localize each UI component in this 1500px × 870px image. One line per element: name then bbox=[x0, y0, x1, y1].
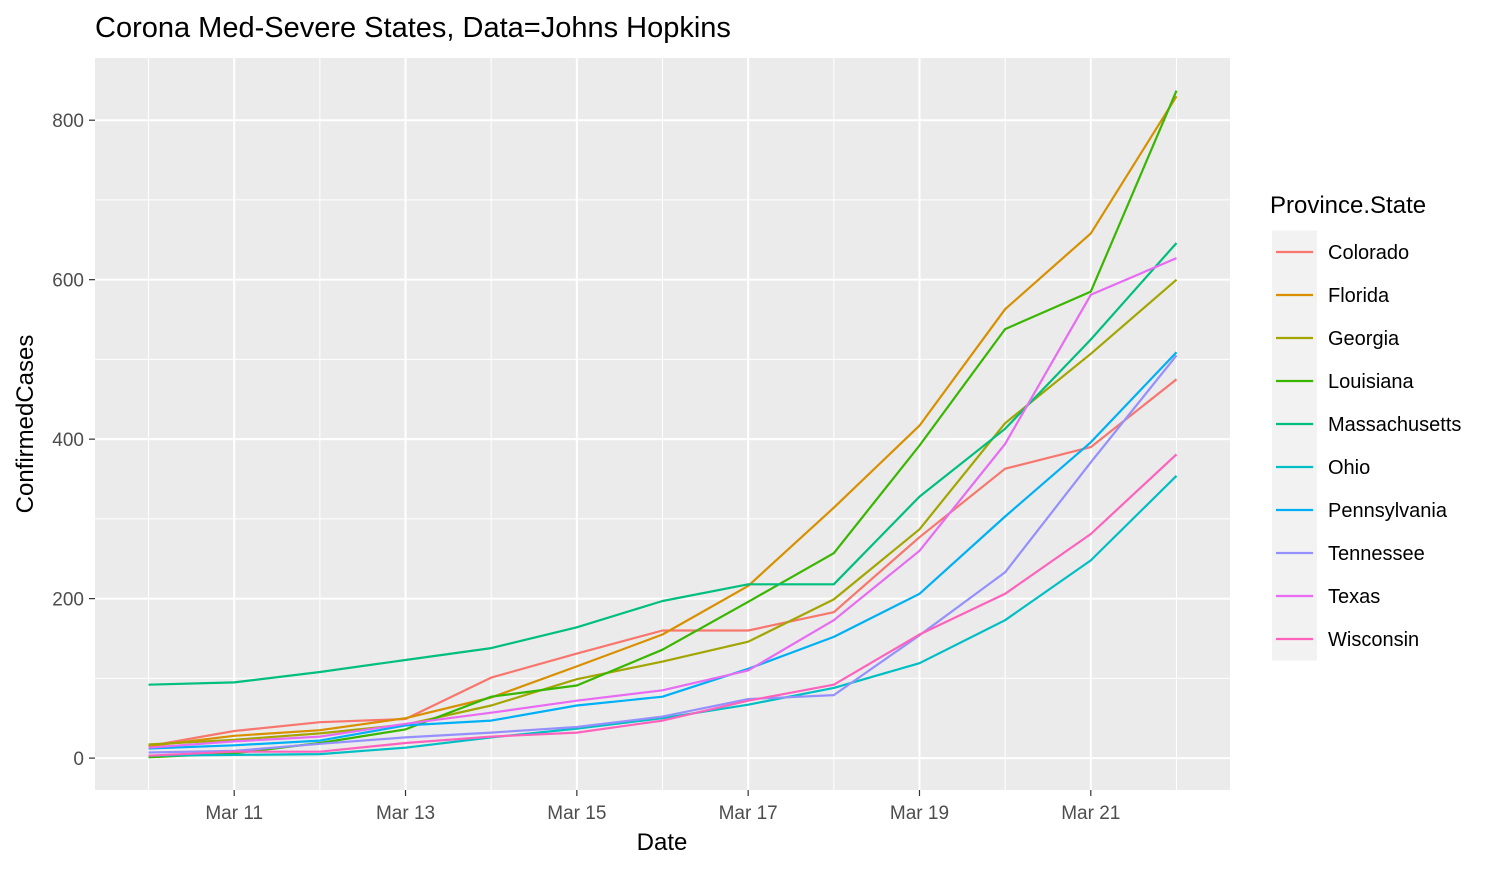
legend: Province.State Colorado Florida Georgia Lou… bbox=[1270, 192, 1461, 661]
series-line-georgia bbox=[148, 278, 1178, 746]
x-tick-label: Mar 17 bbox=[719, 803, 778, 824]
x-tick-label: Mar 11 bbox=[205, 803, 263, 824]
y-tick-label: 200 bbox=[52, 590, 84, 611]
series-line-colorado bbox=[148, 378, 1178, 748]
series-line-pennsylvania bbox=[148, 351, 1178, 750]
y-axis-title: ConfirmedCases bbox=[12, 335, 39, 514]
y-tick-label: 0 bbox=[73, 749, 84, 770]
series-line-wisconsin bbox=[148, 453, 1178, 757]
series-line-massachusetts bbox=[148, 242, 1178, 686]
legend-label: Wisconsin bbox=[1328, 629, 1419, 651]
legend-label: Ohio bbox=[1328, 457, 1370, 479]
y-tick-label: 400 bbox=[52, 430, 84, 451]
series-line-ohio bbox=[148, 475, 1178, 757]
x-axis: Mar 11 Mar 13 Mar 15 Mar 17 Mar 19 Mar 21 bbox=[205, 790, 1120, 824]
series-lines bbox=[148, 90, 1178, 759]
x-axis-title: Date bbox=[637, 829, 688, 856]
legend-label: Georgia bbox=[1328, 328, 1400, 350]
legend-label: Texas bbox=[1328, 586, 1380, 608]
legend-label: Louisiana bbox=[1328, 371, 1415, 393]
chart-title: Corona Med-Severe States, Data=Johns Hop… bbox=[95, 12, 731, 44]
x-tick-label: Mar 13 bbox=[376, 803, 435, 824]
x-tick-label: Mar 21 bbox=[1061, 803, 1120, 824]
legend-items: Colorado Florida Georgia Louisiana Massachus… bbox=[1272, 230, 1461, 661]
legend-label: Tennessee bbox=[1328, 543, 1425, 565]
x-tick-label: Mar 19 bbox=[890, 803, 949, 824]
legend-label: Pennsylvania bbox=[1328, 500, 1448, 522]
series-line-florida bbox=[148, 95, 1178, 748]
legend-label: Colorado bbox=[1328, 242, 1409, 264]
y-tick-label: 600 bbox=[52, 271, 84, 292]
series-line-texas bbox=[148, 257, 1177, 749]
legend-label: Massachusetts bbox=[1328, 414, 1461, 436]
y-tick-label: 800 bbox=[52, 111, 84, 132]
y-axis: 0 200 400 600 800 bbox=[52, 111, 95, 770]
legend-title: Province.State bbox=[1270, 192, 1426, 219]
series-line-tennessee bbox=[148, 354, 1178, 754]
x-tick-label: Mar 15 bbox=[547, 803, 606, 824]
legend-label: Florida bbox=[1328, 285, 1390, 307]
